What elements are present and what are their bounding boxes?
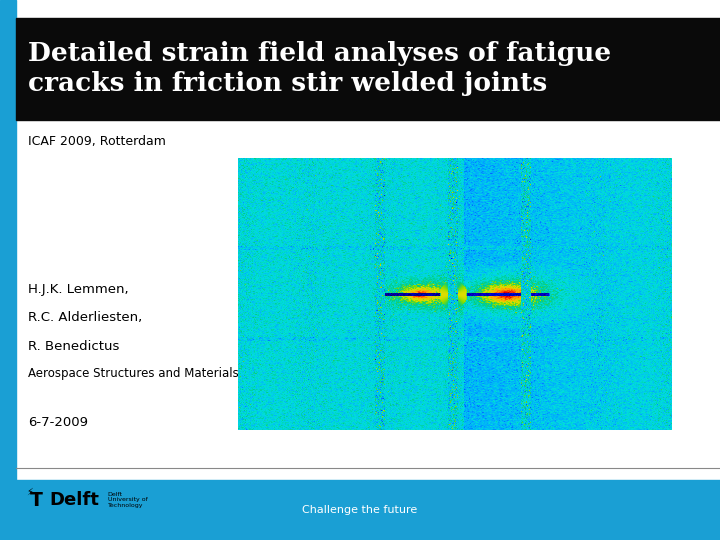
Text: Aerospace Structures and Materials, Faculty of Aerospace Engineering: Aerospace Structures and Materials, Facu… bbox=[28, 368, 443, 381]
Bar bbox=[0, 480, 720, 540]
Bar bbox=[0, 0, 16, 540]
Text: University of: University of bbox=[108, 497, 148, 503]
Text: H.J.K. Lemmen,: H.J.K. Lemmen, bbox=[28, 284, 128, 296]
Text: U: U bbox=[40, 490, 55, 510]
Text: T: T bbox=[30, 490, 43, 510]
Bar bbox=[16, 18, 720, 120]
Text: Technology: Technology bbox=[108, 503, 143, 508]
Text: Delft: Delft bbox=[50, 491, 99, 509]
Text: ⚡: ⚡ bbox=[26, 487, 32, 497]
Text: Challenge the future: Challenge the future bbox=[302, 505, 418, 515]
Text: 6-7-2009: 6-7-2009 bbox=[28, 415, 88, 429]
Text: Detailed strain field analyses of fatigue
cracks in friction stir welded joints: Detailed strain field analyses of fatigu… bbox=[28, 42, 611, 97]
Text: R.C. Alderliesten,: R.C. Alderliesten, bbox=[28, 312, 142, 325]
Text: R. Benedictus: R. Benedictus bbox=[28, 340, 120, 353]
Text: ICAF 2009, Rotterdam: ICAF 2009, Rotterdam bbox=[28, 136, 166, 148]
Text: Delft: Delft bbox=[108, 492, 123, 497]
